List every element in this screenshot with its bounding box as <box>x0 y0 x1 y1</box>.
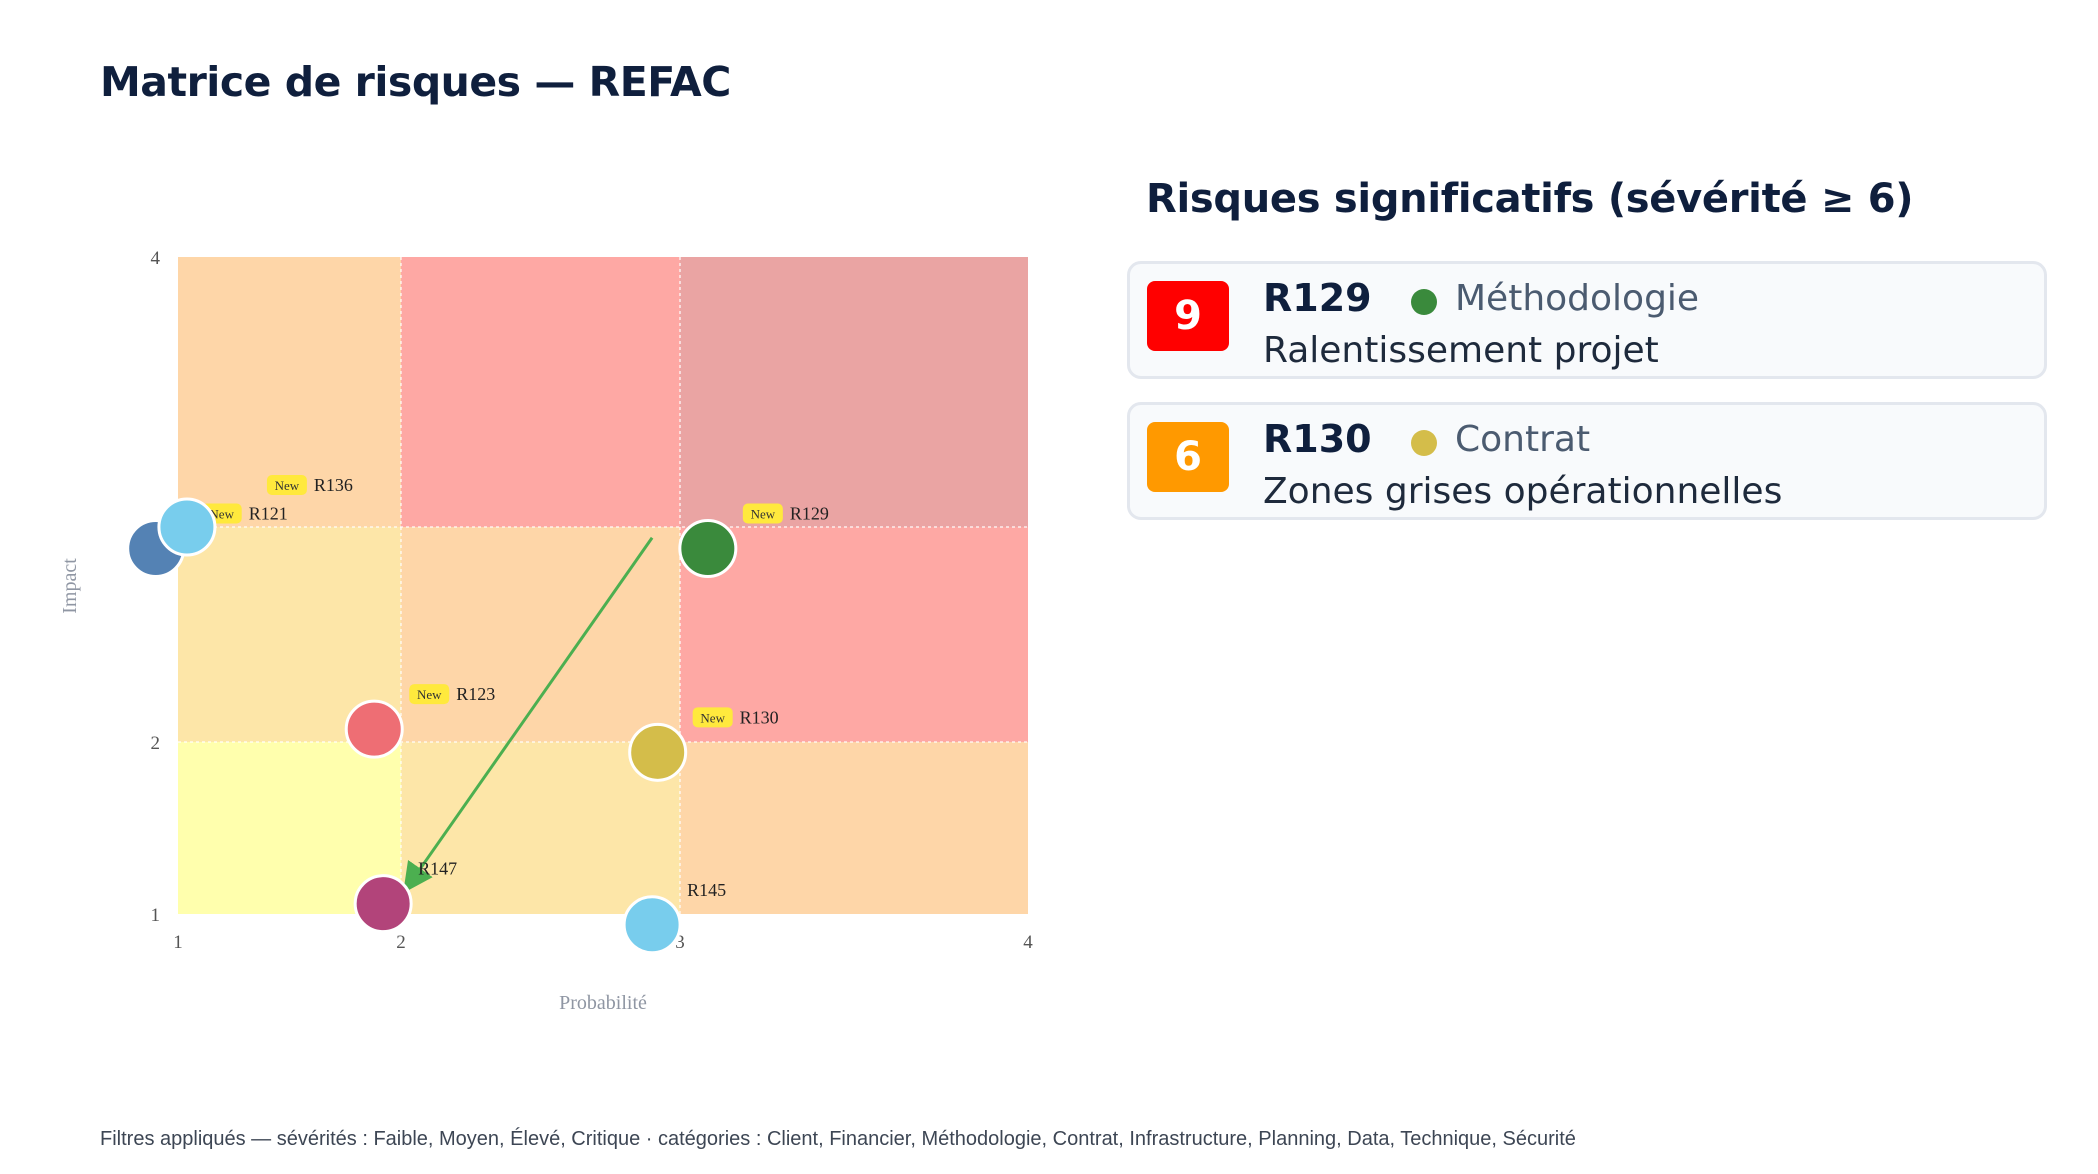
trend-arrow <box>403 536 654 894</box>
x-axis-label: Probabilité <box>559 992 647 1014</box>
new-badge-label: New <box>275 478 300 493</box>
risk-point-r145 <box>622 895 682 955</box>
new-badge-label: New <box>751 507 776 522</box>
new-badge-label: New <box>700 710 725 725</box>
risk-zone <box>401 257 680 527</box>
risk-point-r136 <box>157 497 217 557</box>
new-badge-label: New <box>209 507 234 522</box>
risk-zone <box>680 257 1028 527</box>
risk-point-r147 <box>353 874 413 934</box>
category-color-dot <box>1411 289 1437 315</box>
risk-point-label: R130 <box>740 707 779 727</box>
severity-score-badge: 6 <box>1147 422 1229 492</box>
risk-id: R129 <box>1263 276 1372 320</box>
risk-point-label: R123 <box>456 684 495 704</box>
risk-point-label: R136 <box>314 475 353 495</box>
risk-point-r123 <box>344 699 404 759</box>
y-tick-label: 1 <box>151 905 161 926</box>
risk-point-r129 <box>678 519 738 578</box>
risk-card-r130[interactable]: 6 R130 Contrat Zones grises opérationnel… <box>1127 402 2047 520</box>
risk-card-r129[interactable]: 9 R129 Méthodologie Ralentissement proje… <box>1127 261 2047 379</box>
new-badge <box>266 475 307 495</box>
category-color-dot <box>1411 430 1437 456</box>
x-tick-label: 3 <box>675 932 685 953</box>
risk-category: Méthodologie <box>1455 278 1700 319</box>
risk-id: R130 <box>1263 417 1372 461</box>
risk-description: Zones grises opérationnelles <box>1263 471 1783 512</box>
x-tick-label: 4 <box>1023 932 1033 953</box>
applied-filters-footer: Filtres appliqués — sévérités : Faible, … <box>100 1128 1576 1150</box>
x-tick-label: 1 <box>173 932 183 953</box>
y-tick-label: 2 <box>151 733 161 754</box>
risk-point-label: R145 <box>687 880 726 900</box>
risk-matrix-chart: 1 2 3 4 1 2 4 Probabilité Impact New R121 New R136 Ne… <box>59 248 1033 1014</box>
risk-description: Ralentissement projet <box>1263 330 1659 371</box>
risk-point-label: R121 <box>249 504 288 524</box>
page-title: Matrice de risques — REFAC <box>100 58 731 106</box>
x-tick-label: 2 <box>396 932 406 953</box>
new-badge <box>692 707 733 728</box>
risk-point-label: R129 <box>790 504 829 524</box>
risk-zone <box>680 742 1028 914</box>
severity-score-badge: 9 <box>1147 281 1229 351</box>
new-badge <box>409 684 450 705</box>
significant-risks-title: Risques significatifs (sévérité ≥ 6) <box>1146 176 1914 222</box>
risk-zone <box>680 527 1028 742</box>
y-axis-label: Impact <box>59 558 81 614</box>
new-badge-label: New <box>417 687 442 702</box>
y-tick-label: 4 <box>151 248 161 269</box>
risk-category: Contrat <box>1455 419 1591 460</box>
risk-point-label: R147 <box>418 859 457 879</box>
risk-point-r130 <box>628 722 688 782</box>
new-badge <box>742 503 783 524</box>
